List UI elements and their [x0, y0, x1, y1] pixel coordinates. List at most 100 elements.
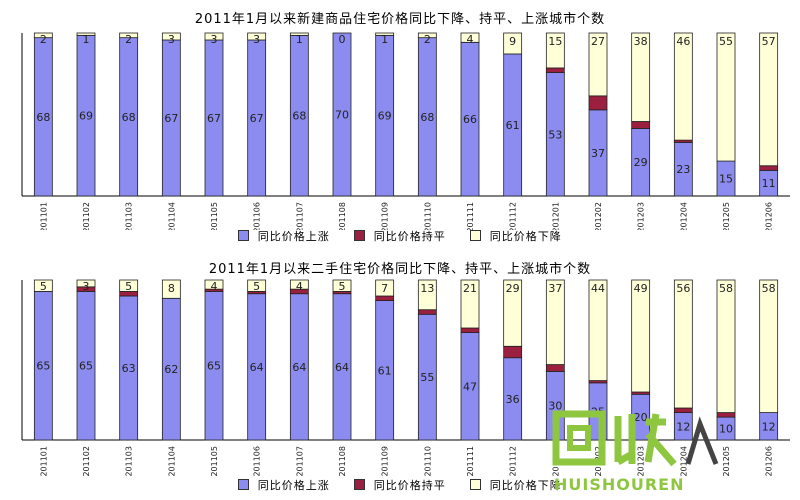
data-label: 67: [164, 112, 178, 125]
x-tick-label: 201103: [125, 446, 134, 477]
data-label: 64: [335, 361, 349, 374]
data-label: 29: [634, 156, 648, 169]
data-label: 65: [36, 360, 50, 373]
data-label: 58: [762, 282, 776, 295]
x-tick-label: 201112: [509, 446, 518, 477]
data-label: 8: [168, 282, 175, 295]
bar-segment-flat: [417, 309, 437, 315]
bar-segment-fall: [289, 32, 309, 36]
data-label: 46: [676, 35, 690, 48]
bar-segment-rise: [332, 32, 352, 197]
bar-segment-fall: [588, 32, 608, 97]
bar-segment-fall: [503, 279, 523, 347]
bar-segment-fall: [161, 32, 181, 41]
data-label: 61: [506, 119, 520, 132]
data-label: 12: [676, 420, 690, 433]
bar-segment-flat: [545, 364, 565, 372]
data-label: 66: [463, 113, 477, 126]
x-tick-label: 201111: [466, 446, 475, 477]
data-label: 49: [634, 282, 648, 295]
data-label: 70: [335, 109, 349, 122]
data-label: 4: [467, 33, 474, 46]
data-label: 57: [762, 35, 776, 48]
data-label: 55: [420, 371, 434, 384]
chart-new-housing: 2011年1月以来新建商品住宅价格同比下降、持平、上涨城市个数 68 2 20110…: [0, 0, 800, 248]
data-label: 1: [296, 33, 303, 46]
x-tick-label: 201106: [253, 446, 262, 477]
bar-segment-fall: [204, 32, 224, 41]
bar-segment-fall: [76, 32, 96, 36]
data-label: 68: [122, 111, 136, 124]
x-tick-label: 201204: [679, 202, 688, 230]
legend-swatch-flat: [354, 479, 366, 490]
bar-segment-fall: [673, 32, 693, 141]
legend-swatch-rise: [238, 479, 250, 490]
data-label: 2: [40, 33, 47, 46]
data-label: 68: [420, 111, 434, 124]
bar-segment-fall: [759, 32, 779, 167]
data-label: 11: [762, 177, 776, 190]
legend-label-flat: 同比价格持平: [373, 479, 446, 492]
x-tick-label: 201111: [466, 202, 475, 230]
data-label: 37: [548, 282, 562, 295]
data-label: 15: [548, 35, 562, 48]
bar-segment-flat: [631, 121, 651, 129]
legend-label-rise: 同比价格上涨: [257, 230, 330, 243]
legend-item-flat: 同比价格持平: [354, 228, 446, 244]
data-label: 5: [253, 280, 260, 293]
x-tick-label: 201106: [253, 202, 262, 230]
bar-segment-fall: [460, 279, 480, 329]
bar-segment-fall: [673, 279, 693, 409]
x-tick-label: 201107: [295, 446, 304, 477]
data-label: 2: [424, 33, 431, 46]
bar-segment-fall: [631, 279, 651, 393]
bar-segment-fall: [545, 279, 565, 365]
data-label: 20: [634, 411, 648, 424]
data-label: 29: [506, 282, 520, 295]
x-tick-label: 201101: [39, 446, 48, 477]
legend-item-rise: 同比价格上涨: [238, 477, 330, 493]
legend-label-fall: 同比价格下降: [489, 479, 562, 492]
x-tick-label: 201205: [722, 202, 731, 230]
data-label: 12: [762, 420, 776, 433]
bar-segment-fall: [375, 32, 395, 36]
data-label: 55: [719, 35, 733, 48]
chart-second-hand-housing: 2011年1月以来二手住宅价格同比下降、持平、上涨城市个数 65 5 201101 6…: [0, 250, 800, 500]
bar-segment-fall: [545, 32, 565, 69]
data-label: 30: [548, 400, 562, 413]
data-label: 36: [506, 393, 520, 406]
legend-swatch-fall: [470, 230, 482, 241]
bar-segment-flat: [588, 95, 608, 111]
data-label: 2: [125, 33, 132, 46]
legend-item-fall: 同比价格下降: [470, 477, 562, 493]
x-tick-label: 201109: [381, 446, 390, 477]
chart-legend: 同比价格上涨 同比价格持平 同比价格下降: [0, 477, 800, 493]
data-label: 56: [676, 282, 690, 295]
bar-segment-fall: [716, 32, 736, 162]
bar-segment-fall: [204, 279, 224, 290]
bar-segment-fall: [119, 279, 139, 292]
data-label: 3: [211, 33, 218, 46]
data-label: 5: [339, 280, 346, 293]
data-label: 37: [591, 147, 605, 160]
data-label: 1: [381, 33, 388, 46]
bar-segment-fall: [716, 279, 736, 413]
data-label: 10: [719, 423, 733, 436]
x-tick-label: 201206: [765, 446, 774, 477]
x-tick-label: 201108: [338, 202, 347, 230]
data-label: 15: [719, 173, 733, 186]
bar-segment-fall: [631, 32, 651, 122]
bar-segment-fall: [332, 279, 352, 292]
data-label: 1: [83, 33, 90, 46]
data-label: 68: [292, 110, 306, 123]
x-tick-label: 201108: [338, 446, 347, 477]
data-label: 3: [83, 280, 90, 293]
bar-segment-flat: [375, 295, 395, 301]
data-label: 0: [339, 33, 346, 46]
x-tick-label: 201202: [594, 202, 603, 230]
x-tick-label: 201102: [82, 202, 91, 230]
data-label: 65: [79, 360, 93, 373]
data-label: 68: [36, 111, 50, 124]
x-tick-label: 201110: [423, 446, 432, 477]
watermark-text: HUISHOUREN: [554, 475, 685, 494]
